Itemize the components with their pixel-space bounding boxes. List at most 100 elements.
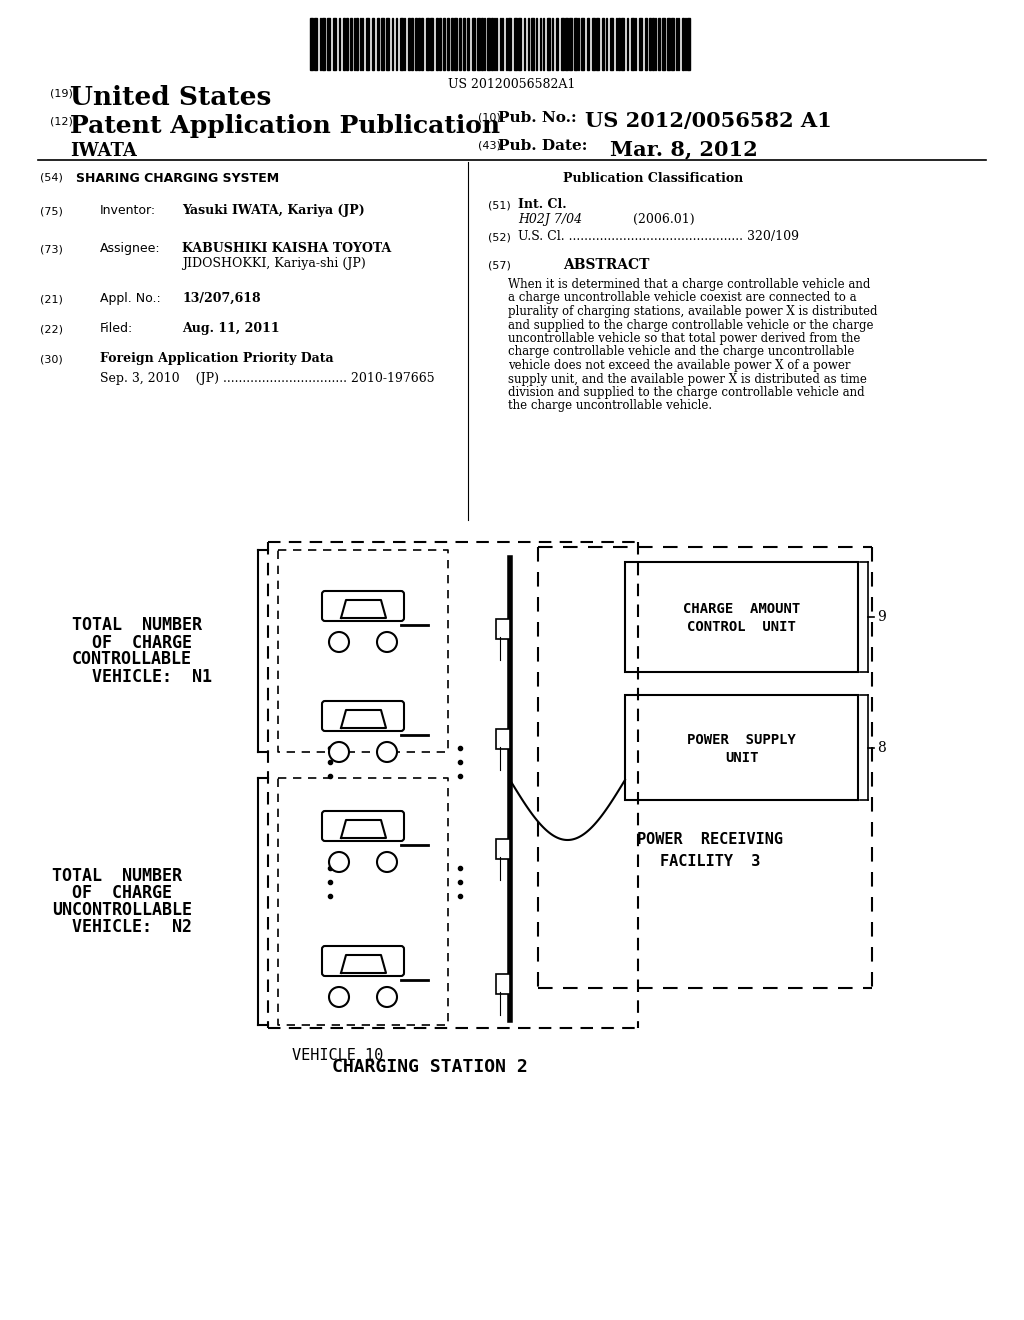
Text: Foreign Application Priority Data: Foreign Application Priority Data bbox=[100, 352, 334, 366]
Polygon shape bbox=[341, 954, 386, 973]
Text: (57): (57) bbox=[488, 260, 511, 271]
Bar bbox=[366, 18, 369, 70]
Bar bbox=[639, 18, 642, 70]
Bar bbox=[581, 18, 584, 70]
Text: JIDOSHOKKI, Kariya-shi (JP): JIDOSHOKKI, Kariya-shi (JP) bbox=[182, 257, 366, 271]
Text: SHARING CHARGING SYSTEM: SHARING CHARGING SYSTEM bbox=[76, 172, 280, 185]
Text: OF  CHARGE: OF CHARGE bbox=[72, 634, 193, 652]
Bar bbox=[625, 562, 858, 672]
Bar bbox=[381, 18, 384, 70]
Bar bbox=[592, 18, 595, 70]
FancyBboxPatch shape bbox=[322, 701, 404, 731]
Bar bbox=[350, 18, 352, 70]
Text: Mar. 8, 2012: Mar. 8, 2012 bbox=[610, 139, 758, 158]
Bar bbox=[662, 18, 665, 70]
Bar bbox=[436, 18, 438, 70]
Bar bbox=[400, 18, 403, 70]
Bar bbox=[459, 18, 461, 70]
Text: US 2012/0056582 A1: US 2012/0056582 A1 bbox=[585, 111, 831, 131]
Text: Aug. 11, 2011: Aug. 11, 2011 bbox=[182, 322, 280, 335]
Bar bbox=[645, 18, 647, 70]
Text: UNCONTROLLABLE: UNCONTROLLABLE bbox=[52, 902, 193, 919]
Bar bbox=[687, 18, 690, 70]
Bar bbox=[496, 729, 510, 748]
Bar bbox=[631, 18, 634, 70]
Bar bbox=[569, 18, 572, 70]
Bar bbox=[481, 18, 483, 70]
Bar bbox=[561, 18, 564, 70]
Circle shape bbox=[329, 632, 349, 652]
Text: Publication Classification: Publication Classification bbox=[563, 172, 743, 185]
Text: a charge uncontrollable vehicle coexist are connected to a: a charge uncontrollable vehicle coexist … bbox=[508, 292, 857, 305]
Circle shape bbox=[329, 851, 349, 873]
Bar bbox=[386, 18, 389, 70]
Text: OF  CHARGE: OF CHARGE bbox=[52, 884, 172, 902]
Bar bbox=[310, 18, 313, 70]
Bar bbox=[443, 18, 445, 70]
Text: VEHICLE 10: VEHICLE 10 bbox=[293, 1048, 384, 1063]
Text: CHARGE  AMOUNT: CHARGE AMOUNT bbox=[683, 602, 800, 616]
Text: uncontrollable vehicle so that total power derived from the: uncontrollable vehicle so that total pow… bbox=[508, 333, 860, 345]
Bar bbox=[377, 18, 379, 70]
Bar bbox=[667, 18, 670, 70]
Text: POWER  SUPPLY: POWER SUPPLY bbox=[687, 733, 796, 747]
Bar bbox=[487, 18, 490, 70]
Bar bbox=[418, 18, 420, 70]
Text: Filed:: Filed: bbox=[100, 322, 133, 335]
Text: POWER  RECEIVING: POWER RECEIVING bbox=[637, 833, 783, 847]
Text: United States: United States bbox=[70, 84, 271, 110]
Text: (52): (52) bbox=[488, 232, 511, 242]
Bar bbox=[472, 18, 475, 70]
Circle shape bbox=[377, 987, 397, 1007]
Text: division and supplied to the charge controllable vehicle and: division and supplied to the charge cont… bbox=[508, 385, 864, 399]
FancyBboxPatch shape bbox=[322, 591, 404, 620]
Text: (2006.01): (2006.01) bbox=[633, 213, 694, 226]
Text: 8: 8 bbox=[877, 741, 886, 755]
Bar bbox=[333, 18, 336, 70]
Bar bbox=[451, 18, 453, 70]
Bar bbox=[610, 18, 613, 70]
Text: and supplied to the charge controllable vehicle or the charge: and supplied to the charge controllable … bbox=[508, 318, 873, 331]
Bar bbox=[518, 18, 521, 70]
Text: (12): (12) bbox=[50, 116, 73, 125]
Bar bbox=[625, 696, 858, 800]
Text: FACILITY  3: FACILITY 3 bbox=[659, 854, 760, 870]
Text: (73): (73) bbox=[40, 244, 62, 253]
Bar bbox=[467, 18, 469, 70]
Text: (19): (19) bbox=[50, 88, 73, 98]
Bar bbox=[596, 18, 599, 70]
Text: (10): (10) bbox=[478, 114, 501, 123]
Text: CONTROLLABLE: CONTROLLABLE bbox=[72, 651, 193, 668]
Bar bbox=[463, 18, 465, 70]
Text: ABSTRACT: ABSTRACT bbox=[563, 257, 649, 272]
Text: 9: 9 bbox=[877, 610, 886, 624]
Bar bbox=[439, 18, 441, 70]
Bar bbox=[514, 18, 517, 70]
Bar bbox=[649, 18, 651, 70]
Text: H02J 7/04: H02J 7/04 bbox=[518, 213, 582, 226]
Text: (30): (30) bbox=[40, 354, 62, 364]
Bar bbox=[556, 18, 558, 70]
FancyBboxPatch shape bbox=[322, 946, 404, 975]
Polygon shape bbox=[341, 820, 386, 838]
Text: TOTAL  NUMBER: TOTAL NUMBER bbox=[72, 616, 202, 635]
Bar bbox=[490, 18, 493, 70]
Text: Int. Cl.: Int. Cl. bbox=[518, 198, 566, 211]
Text: VEHICLE:  N1: VEHICLE: N1 bbox=[72, 668, 212, 685]
Text: Pub. No.:: Pub. No.: bbox=[498, 111, 577, 125]
Bar bbox=[602, 18, 604, 70]
Polygon shape bbox=[341, 710, 386, 729]
Bar bbox=[421, 18, 423, 70]
Text: TOTAL  NUMBER: TOTAL NUMBER bbox=[52, 867, 182, 884]
Bar bbox=[346, 18, 348, 70]
Text: (54): (54) bbox=[40, 172, 62, 182]
Circle shape bbox=[329, 742, 349, 762]
FancyBboxPatch shape bbox=[322, 810, 404, 841]
Text: IWATA: IWATA bbox=[70, 143, 137, 160]
Bar bbox=[454, 18, 457, 70]
Text: (43): (43) bbox=[478, 140, 501, 150]
Bar bbox=[408, 18, 410, 70]
Bar bbox=[496, 974, 510, 994]
Text: (21): (21) bbox=[40, 294, 62, 304]
Text: UNIT: UNIT bbox=[725, 751, 758, 764]
